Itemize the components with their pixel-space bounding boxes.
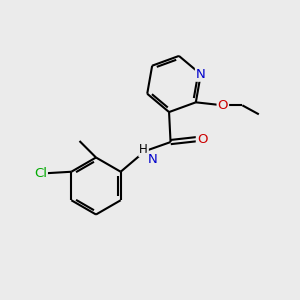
Text: H: H — [139, 143, 148, 156]
Text: N: N — [148, 153, 158, 166]
Text: O: O — [218, 99, 228, 112]
Text: O: O — [197, 133, 207, 146]
Text: Cl: Cl — [34, 167, 47, 180]
Text: N: N — [196, 68, 206, 81]
